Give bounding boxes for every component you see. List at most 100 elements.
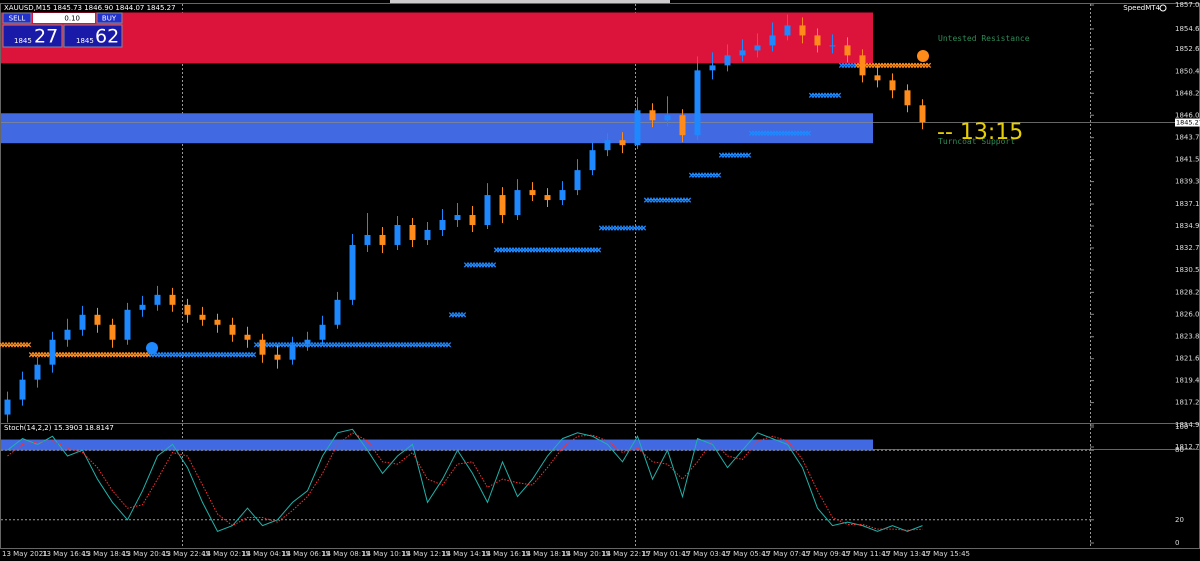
y-tick-label: 1837.10	[1175, 200, 1200, 208]
y-tick-label: 1814.95	[1175, 421, 1200, 429]
zone	[1, 113, 873, 144]
countdown: -- 13:15	[937, 120, 1023, 145]
time-label: 14 May 16:15	[482, 550, 530, 558]
time-label: 17 May 09:45	[802, 550, 850, 558]
brand-icon	[1159, 4, 1167, 12]
stop-marker	[58, 352, 77, 358]
candle-body	[739, 50, 746, 56]
y-tick-label: 1826.05	[1175, 310, 1200, 318]
y-tick-label: 1830.50	[1175, 266, 1200, 274]
buy-price-small: 62	[95, 26, 119, 48]
stop-marker	[613, 225, 632, 231]
stop-marker	[838, 62, 857, 69]
brand: SpeedMT4	[1123, 4, 1160, 12]
stop-marker	[658, 197, 677, 203]
stop-marker	[28, 352, 47, 358]
lot-value: 0.10	[64, 15, 80, 23]
signal-dot	[146, 342, 158, 354]
candle-body	[49, 339, 56, 365]
stop-marker	[418, 342, 437, 348]
candle-body	[469, 215, 476, 226]
candle-body	[364, 234, 371, 245]
time-label: 14 May 12:15	[402, 550, 450, 558]
stop-marker	[793, 130, 812, 136]
candle-body	[754, 45, 761, 51]
y-tick-label: 20	[1175, 516, 1184, 524]
candle-body	[424, 229, 431, 240]
candle-body	[334, 299, 341, 325]
stop-marker	[73, 352, 92, 358]
candle-body	[199, 314, 206, 320]
time-label: 13 May 22:45	[162, 550, 210, 558]
scrollbar[interactable]	[390, 0, 670, 3]
candle-body	[709, 65, 716, 71]
candle-body	[19, 379, 26, 400]
stoch-line	[7, 428, 923, 533]
buy-button[interactable]	[96, 12, 123, 24]
time-label: 17 May 07:45	[762, 550, 810, 558]
candle-body	[124, 309, 131, 340]
sell-price-big: 1845	[14, 37, 32, 45]
y-tick-label: 1850.40	[1175, 67, 1200, 75]
stop-marker	[808, 92, 827, 98]
y-tick-label: 1846.00	[1175, 111, 1200, 119]
candle-body	[514, 190, 521, 216]
stop-marker	[583, 247, 602, 253]
candle-body	[769, 35, 776, 46]
candle-body	[169, 294, 176, 305]
stop-marker	[598, 225, 617, 231]
candle-body	[274, 354, 281, 360]
candle-body	[109, 324, 116, 340]
trade-panel: SELL 0.10 BUY 1845 27 1845 62	[2, 12, 123, 48]
sell-price-box[interactable]	[2, 24, 63, 48]
time-label: 13 May 2021	[2, 550, 48, 558]
candle-body	[484, 195, 491, 226]
stop-marker	[553, 247, 572, 253]
y-tick-label: 1828.25	[1175, 288, 1200, 296]
time-label: 13 May 16:45	[42, 550, 90, 558]
stop-marker	[568, 247, 587, 253]
candle-body	[394, 225, 401, 245]
candle-body	[289, 344, 296, 360]
time-label: 13 May 20:45	[122, 550, 170, 558]
zone	[1, 439, 873, 451]
candle-body	[859, 55, 866, 76]
candle-body	[214, 319, 221, 325]
candle-body	[94, 314, 101, 325]
stop-marker	[163, 352, 182, 358]
time-label: 17 May 03:45	[682, 550, 730, 558]
stop-marker	[193, 352, 212, 358]
time-label: 14 May 06:15	[282, 550, 330, 558]
candle-body	[34, 364, 41, 380]
buy-label: BUY	[102, 15, 117, 23]
stop-marker	[433, 342, 452, 348]
lot-field[interactable]	[33, 13, 95, 23]
candle-body	[559, 190, 566, 201]
sell-price-small: 27	[34, 26, 58, 48]
stop-marker	[208, 352, 227, 358]
stop-marker	[223, 352, 242, 358]
candle-body	[529, 190, 536, 196]
candle-body	[664, 115, 671, 121]
sell-label: SELL	[9, 15, 26, 23]
stop-marker	[178, 352, 197, 358]
sell-button[interactable]	[2, 12, 32, 24]
stop-marker	[388, 342, 407, 348]
stop-marker	[778, 130, 797, 136]
y-tick-label: 1848.20	[1175, 89, 1200, 97]
buy-price-box[interactable]	[63, 24, 123, 48]
time-label: 14 May 22:15	[602, 550, 650, 558]
y-tick-label: 1839.35	[1175, 178, 1200, 186]
stop-marker	[118, 352, 137, 358]
candle-body	[184, 304, 191, 315]
candle-body	[544, 195, 551, 201]
stop-marker	[463, 262, 482, 268]
y-tick-label: 1843.75	[1175, 134, 1200, 142]
time-label: 14 May 20:15	[562, 550, 610, 558]
time-label: 14 May 10:15	[362, 550, 410, 558]
candle-body	[154, 294, 161, 305]
candle-body	[454, 215, 461, 221]
stop-marker	[0, 342, 17, 348]
candle-body	[784, 25, 791, 36]
y-tick-label: 1857.05	[1175, 1, 1200, 9]
